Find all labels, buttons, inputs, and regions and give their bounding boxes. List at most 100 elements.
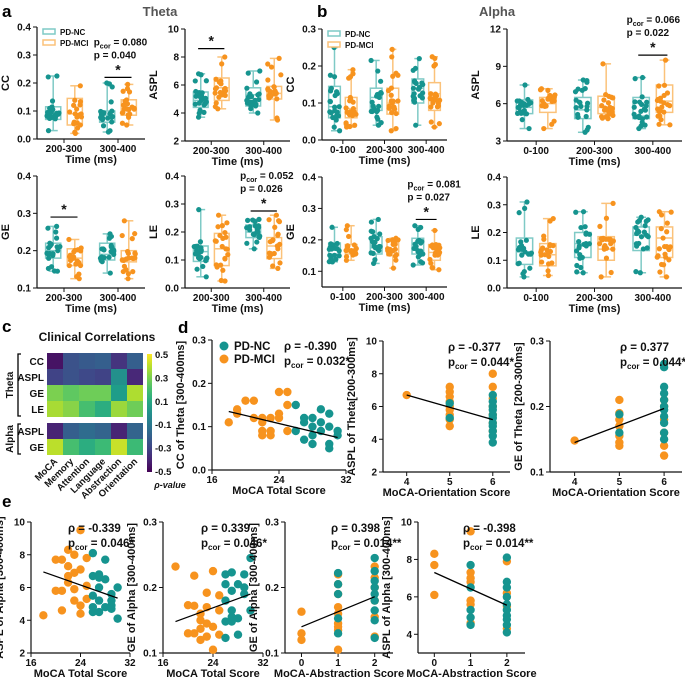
data-point-pd-nc xyxy=(325,409,334,418)
data-point xyxy=(266,93,272,99)
data-point xyxy=(99,109,105,116)
x-tick-label: 4 xyxy=(404,477,410,488)
pcor-value: = 0.044* xyxy=(640,357,685,369)
heatmap-cell xyxy=(127,423,143,439)
heatmap-cell xyxy=(79,353,95,369)
data-point-pd-mci xyxy=(183,629,193,638)
data-point-pd-mci xyxy=(39,611,48,620)
heatmap-cell xyxy=(127,369,143,385)
box-pd-mci xyxy=(265,55,284,123)
y-tick-label: 0.3 xyxy=(143,518,157,529)
data-point xyxy=(220,267,226,273)
data-point xyxy=(430,100,436,106)
data-point xyxy=(578,224,584,231)
pcor-annotation: pcor = 0.014** xyxy=(331,538,402,552)
data-point xyxy=(662,251,668,257)
data-point xyxy=(656,83,662,89)
pcor-annotation: pcor = 0.046* xyxy=(68,538,134,552)
data-point xyxy=(277,241,283,247)
data-point xyxy=(603,215,610,221)
data-point-pd-nc xyxy=(94,583,104,592)
data-point xyxy=(526,125,532,132)
data-point xyxy=(664,244,670,250)
data-point-pd-nc xyxy=(502,600,512,609)
pcor-p: p xyxy=(68,538,75,550)
data-point xyxy=(540,245,546,251)
data-point xyxy=(124,106,130,112)
x-tick-label: 24 xyxy=(75,658,87,669)
data-point-pd-mci xyxy=(70,584,79,594)
data-point xyxy=(412,65,419,72)
data-point xyxy=(343,121,349,127)
x-tick-label: 300-400 xyxy=(245,146,282,157)
data-point xyxy=(343,247,349,254)
data-point xyxy=(192,78,198,84)
data-point-pd-mci xyxy=(208,622,218,631)
y-tick-label: 4 xyxy=(406,630,412,641)
data-point xyxy=(633,269,639,275)
data-point-pd-mci xyxy=(70,568,79,577)
data-point xyxy=(639,94,645,100)
data-point-pd-mci xyxy=(70,550,79,559)
data-point xyxy=(52,112,58,118)
legend-label-mci: PD-MCI xyxy=(234,354,275,366)
data-point-pd-mci xyxy=(57,586,67,595)
pcor-annotation: pcor = 0.044* xyxy=(448,357,514,371)
data-point-pd-nc xyxy=(659,389,669,398)
data-point-pd-nc xyxy=(221,633,230,643)
data-point-pd-mci xyxy=(266,413,275,423)
data-point xyxy=(436,121,442,127)
rho-annotation: ρ = -0.398 xyxy=(463,523,516,535)
pcor-value: = 0.052 xyxy=(257,171,294,182)
box-pd-mci xyxy=(597,61,616,122)
data-point xyxy=(196,89,202,96)
data-point xyxy=(327,72,334,78)
data-point xyxy=(428,104,434,110)
box-pd-nc xyxy=(631,74,651,132)
data-point xyxy=(608,269,614,276)
pcor-annotation: pcor = 0.044* xyxy=(620,357,685,371)
box-pd-mci xyxy=(597,200,616,280)
pcor-sub: cor xyxy=(246,177,257,184)
box-pd-nc xyxy=(514,82,534,132)
data-point xyxy=(219,61,225,67)
pcor-sub: cor xyxy=(75,543,88,552)
data-point-pd-mci xyxy=(283,426,292,436)
data-point xyxy=(265,87,271,93)
data-point xyxy=(345,243,351,249)
data-point xyxy=(389,109,395,116)
data-point xyxy=(193,93,199,99)
data-point xyxy=(346,75,352,81)
x-tick-label: 200-300 xyxy=(366,145,403,156)
heatmap-cell xyxy=(111,353,127,369)
data-point xyxy=(45,74,51,80)
data-point-pd-mci xyxy=(430,590,439,600)
data-point-pd-nc xyxy=(308,413,317,423)
data-point xyxy=(663,274,670,280)
data-point xyxy=(390,98,396,104)
pcor-annotation: pcor = 0.032* xyxy=(284,356,350,370)
data-point xyxy=(521,245,527,251)
y-axis-label: GE of Theta [200-300ms] xyxy=(513,342,525,471)
data-point xyxy=(395,237,401,243)
data-point xyxy=(49,98,56,104)
x-tick-label: 200-300 xyxy=(366,292,403,303)
data-point xyxy=(576,239,582,245)
x-tick-label: 16 xyxy=(206,475,218,486)
data-point-pd-mci xyxy=(659,441,669,450)
data-point-pd-mci xyxy=(70,596,79,605)
data-point xyxy=(375,68,381,74)
x-axis-label: MoCA-Abstraction Score xyxy=(274,668,404,677)
data-point xyxy=(350,71,356,77)
box-pd-mci xyxy=(654,209,674,280)
heatmap-cell xyxy=(111,423,127,439)
data-point xyxy=(388,128,394,134)
data-point xyxy=(437,245,443,251)
data-point xyxy=(376,247,382,254)
data-point xyxy=(132,250,138,256)
data-point-pd-mci xyxy=(190,571,199,580)
y-tick-label: 4 xyxy=(371,435,377,446)
legend-marker-nc xyxy=(219,341,229,351)
pcor-sub: cor xyxy=(633,21,644,28)
y-tick-label: 0.1 xyxy=(487,256,501,267)
